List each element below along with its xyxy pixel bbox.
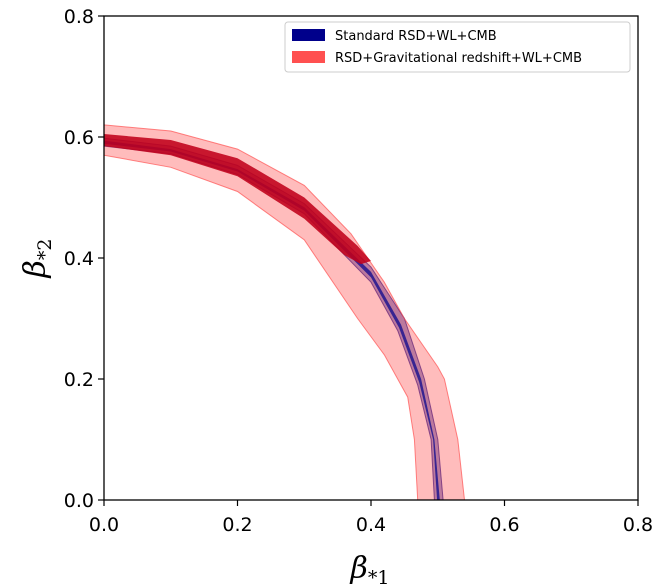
y-tick-label: 0.8 [64, 6, 94, 28]
x-tick-label: 0.0 [89, 514, 119, 536]
y-tick-label: 0.2 [64, 369, 94, 391]
plot-frame [103, 15, 639, 501]
x-tick-label: 0.4 [356, 514, 386, 536]
x-tick-label: 0.2 [222, 514, 252, 536]
x-tick-label: 0.8 [623, 514, 653, 536]
legend: Standard RSD+WL+CMB RSD+Gravitational red… [284, 21, 631, 73]
legend-box [284, 21, 631, 73]
legend-swatch-0 [292, 29, 325, 41]
y-tick-label: 0.0 [64, 490, 94, 512]
legend-label-0: Standard RSD+WL+CMB [335, 29, 497, 44]
series-1-outer-contour [104, 124, 466, 500]
y-tick-label: 0.6 [64, 127, 94, 149]
legend-swatch-1 [292, 51, 325, 63]
y-tick-label: 0.4 [64, 248, 94, 270]
y-axis-label: β*2 [18, 239, 56, 279]
x-axis-label: β*1 [350, 551, 390, 584]
series-1-inner-contour [104, 134, 371, 265]
legend-label-1: RSD+Gravitational redshift+WL+CMB [335, 51, 582, 66]
x-tick-label: 0.6 [489, 514, 519, 536]
